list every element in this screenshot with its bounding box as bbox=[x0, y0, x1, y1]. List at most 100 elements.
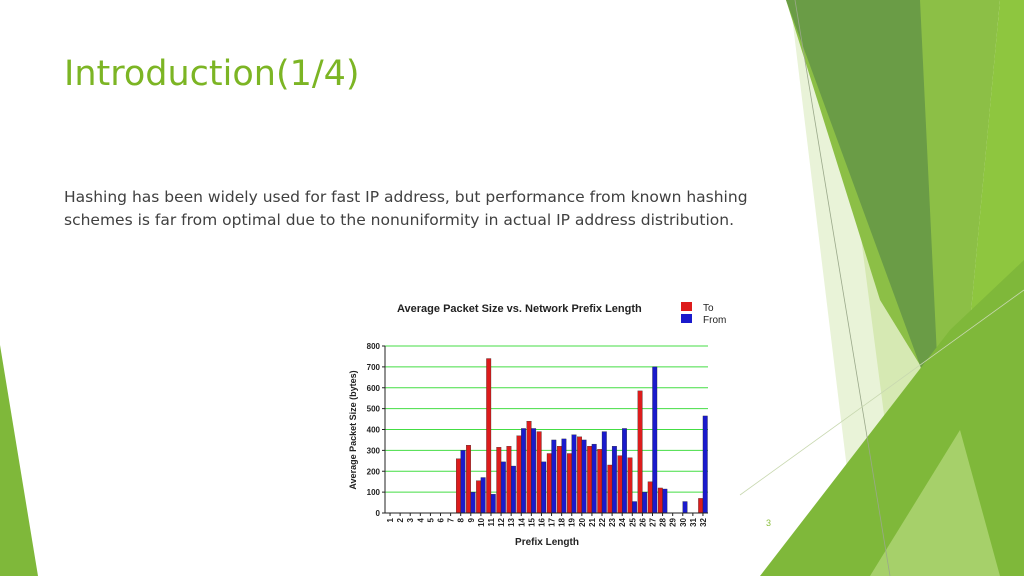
bar-to-10 bbox=[476, 480, 482, 514]
deco-left-shard bbox=[0, 345, 38, 576]
x-tick-label: 7 bbox=[447, 517, 456, 522]
bar-to-23 bbox=[607, 464, 613, 514]
x-tick-label: 26 bbox=[638, 517, 647, 526]
slide-number: 3 bbox=[766, 518, 772, 528]
bar-from-23 bbox=[611, 446, 617, 514]
bar-from-25 bbox=[632, 501, 637, 514]
x-tick-label: 18 bbox=[558, 517, 567, 526]
packet-size-chart: Average Packet Size vs. Network Prefix L… bbox=[348, 302, 726, 548]
bar-from-17 bbox=[551, 439, 557, 514]
chart-bars bbox=[456, 358, 708, 514]
bar-from-21 bbox=[591, 443, 597, 514]
bar-to-32 bbox=[698, 498, 704, 514]
bar-from-15 bbox=[531, 428, 537, 514]
x-tick-label: 13 bbox=[507, 517, 516, 526]
y-tick-label: 300 bbox=[367, 446, 381, 455]
x-tick-label: 5 bbox=[426, 517, 435, 522]
bar-to-25 bbox=[627, 457, 633, 514]
legend-swatch-from bbox=[681, 314, 692, 323]
bar-to-15 bbox=[526, 420, 532, 514]
bar-to-21 bbox=[587, 446, 593, 514]
slide-body-text: Hashing has been widely used for fast IP… bbox=[64, 188, 748, 229]
x-tick-label: 32 bbox=[699, 517, 708, 526]
slide-title: Introduction(1/4) bbox=[64, 54, 360, 94]
bar-from-30 bbox=[682, 501, 688, 514]
bar-from-22 bbox=[601, 431, 607, 514]
x-tick-label: 28 bbox=[659, 517, 668, 526]
bar-from-11 bbox=[490, 494, 496, 514]
x-tick-label: 10 bbox=[477, 517, 486, 526]
bar-to-19 bbox=[567, 453, 572, 514]
y-tick-label: 200 bbox=[367, 467, 381, 476]
bar-to-27 bbox=[647, 481, 653, 514]
x-tick-label: 15 bbox=[527, 517, 536, 526]
x-tick-label: 8 bbox=[457, 517, 466, 522]
x-tick-label: 9 bbox=[467, 517, 476, 522]
deco-thin-line bbox=[739, 289, 1024, 496]
chart-title: Average Packet Size vs. Network Prefix L… bbox=[397, 303, 642, 315]
x-axis-label: Prefix Length bbox=[515, 537, 579, 548]
deco-facet-lower-light bbox=[870, 430, 1000, 576]
bar-from-18 bbox=[561, 438, 567, 514]
bar-from-20 bbox=[581, 439, 587, 514]
bar-from-9 bbox=[470, 491, 476, 514]
x-tick-label: 24 bbox=[618, 517, 627, 526]
x-tick-label: 17 bbox=[548, 517, 557, 526]
x-tick-label: 3 bbox=[406, 517, 415, 522]
chart-gridlines bbox=[385, 345, 708, 493]
x-tick-label: 4 bbox=[416, 517, 425, 522]
bar-to-13 bbox=[506, 446, 512, 514]
bar-from-8 bbox=[460, 450, 466, 514]
y-axis-label: Average Packet Size (bytes) bbox=[348, 370, 358, 489]
bar-to-8 bbox=[456, 458, 461, 514]
bar-from-26 bbox=[642, 491, 648, 514]
x-tick-label: 19 bbox=[568, 517, 577, 526]
bar-from-13 bbox=[511, 465, 516, 514]
legend-label-to: To bbox=[703, 303, 714, 314]
x-tick-label: 11 bbox=[487, 517, 496, 526]
bar-from-14 bbox=[521, 428, 526, 514]
x-tick-label: 1 bbox=[386, 517, 395, 522]
bar-from-32 bbox=[702, 415, 708, 514]
bar-to-18 bbox=[556, 446, 562, 514]
x-tick-label: 23 bbox=[608, 517, 617, 526]
bar-to-11 bbox=[486, 358, 492, 514]
bar-to-14 bbox=[516, 435, 522, 514]
bar-to-16 bbox=[536, 431, 542, 514]
x-tick-label: 29 bbox=[669, 517, 678, 526]
y-tick-label: 800 bbox=[367, 342, 381, 351]
x-tick-label: 21 bbox=[588, 517, 597, 526]
y-axis-ticks: 0 100 200 300 400 500 600 700 800 bbox=[367, 342, 385, 518]
x-tick-label: 2 bbox=[396, 517, 405, 522]
x-tick-label: 22 bbox=[598, 517, 607, 526]
bar-to-9 bbox=[466, 445, 471, 514]
x-tick-label: 27 bbox=[648, 517, 657, 526]
bar-from-27 bbox=[652, 366, 658, 514]
bar-from-12 bbox=[500, 461, 506, 514]
x-tick-label: 14 bbox=[517, 517, 526, 526]
x-axis-ticks: 1 2 3 4 5 6 7 8 9 10 11 12 13 14 15 16 17 18 19 20 21 22 23 24 2… bbox=[386, 513, 708, 527]
bar-from-19 bbox=[571, 434, 577, 514]
legend-swatch-to bbox=[681, 302, 692, 311]
bar-from-24 bbox=[622, 428, 627, 514]
x-tick-label: 30 bbox=[679, 517, 688, 526]
y-tick-label: 700 bbox=[367, 363, 381, 372]
bar-to-17 bbox=[546, 453, 552, 514]
bar-to-26 bbox=[637, 390, 643, 514]
bar-to-12 bbox=[496, 447, 502, 514]
bar-from-28 bbox=[662, 488, 668, 514]
y-tick-label: 500 bbox=[367, 405, 381, 414]
x-tick-label: 31 bbox=[689, 517, 698, 526]
x-tick-label: 6 bbox=[437, 517, 446, 522]
bar-to-22 bbox=[597, 449, 603, 514]
x-tick-label: 20 bbox=[578, 517, 587, 526]
y-tick-label: 600 bbox=[367, 384, 381, 393]
deco-facet-dark bbox=[786, 0, 940, 420]
deco-thin-line bbox=[794, 0, 891, 576]
x-tick-label: 12 bbox=[497, 517, 506, 526]
chart-legend: To From bbox=[681, 302, 726, 326]
bar-from-16 bbox=[541, 461, 547, 514]
x-tick-label: 25 bbox=[628, 517, 637, 526]
y-tick-label: 100 bbox=[367, 488, 381, 497]
